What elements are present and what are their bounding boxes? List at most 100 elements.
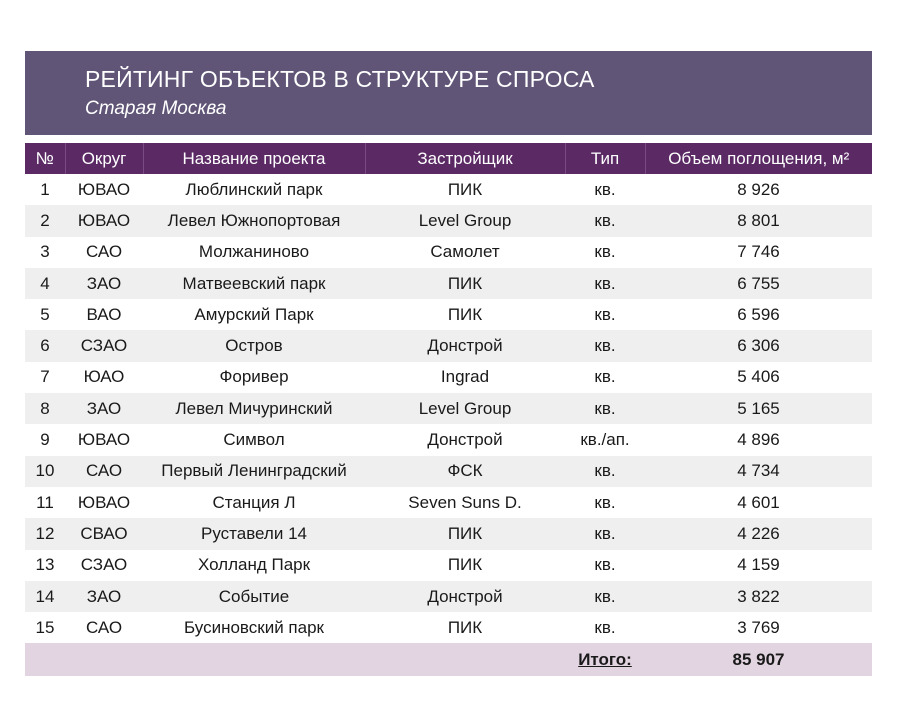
cell-number: 1 — [40, 179, 50, 199]
cell-district: САО — [85, 461, 123, 481]
cell-developer: Seven Suns D. — [408, 492, 522, 512]
cell-district: ЮВАО — [77, 430, 131, 450]
cell-volume: 8 801 — [737, 210, 780, 230]
column-header-number: № — [35, 148, 54, 168]
cell-project: Событие — [218, 586, 290, 606]
total-label: Итого: — [578, 649, 632, 669]
cell-developer: ПИК — [447, 555, 483, 575]
cell-number: 6 — [40, 336, 50, 356]
cell-volume: 4 734 — [737, 461, 780, 481]
cell-project: Форивер — [219, 367, 289, 387]
cell-developer: Самолет — [430, 242, 500, 262]
cell-type: кв. — [594, 336, 616, 356]
column-header-volume: Объем поглощения, м² — [644, 143, 872, 174]
cell-number: 15 — [35, 617, 55, 637]
cell-district: ЗАО — [86, 273, 122, 293]
table-row: 5 ВАО Амурский Парк ПИК кв. 6 596 — [25, 299, 872, 330]
cell-developer: Донстрой — [427, 336, 503, 356]
cell-developer: Level Group — [418, 210, 512, 230]
page-subtitle: Старая Москва — [85, 98, 227, 119]
cell-number: 8 — [40, 398, 50, 418]
column-header-project: Название проекта — [142, 143, 365, 174]
cell-type: кв. — [594, 461, 616, 481]
cell-developer: Level Group — [418, 398, 512, 418]
cell-number: 9 — [40, 430, 50, 450]
table-row: 8 ЗАО Левел Мичуринский Level Group кв. 5 165 — [25, 393, 872, 425]
cell-volume: 4 226 — [737, 523, 780, 543]
total-value: 85 907 — [732, 649, 785, 669]
cell-project: Люблинский парк — [185, 179, 323, 199]
cell-number: 2 — [40, 210, 50, 230]
cell-project: Молжаниново — [198, 242, 310, 262]
cell-developer: Ingrad — [440, 367, 490, 387]
table-row: 12 СВАО Руставели 14 ПИК кв. 4 226 — [25, 518, 872, 550]
cell-volume: 6 306 — [737, 336, 780, 356]
cell-district: ЗАО — [86, 586, 122, 606]
cell-type: кв. — [594, 242, 616, 262]
cell-type: кв. — [594, 555, 616, 575]
cell-project: Остров — [225, 336, 283, 356]
cell-project: Символ — [223, 430, 285, 450]
cell-type: кв. — [594, 179, 616, 199]
cell-district: ЮАО — [83, 367, 125, 387]
cell-volume: 6 596 — [737, 304, 780, 324]
total-spacer — [25, 643, 565, 676]
table-row: 1 ЮВАО Люблинский парк ПИК кв. 8 926 — [25, 174, 872, 205]
cell-number: 14 — [35, 586, 55, 606]
cell-district: САО — [85, 242, 123, 262]
cell-volume: 8 926 — [737, 179, 780, 199]
table-row: 14 ЗАО Событие Донстрой кв. 3 822 — [25, 580, 872, 613]
cell-volume: 3 769 — [737, 617, 780, 637]
cell-developer: ПИК — [447, 617, 483, 637]
column-header-district: Округ — [64, 143, 143, 174]
cell-project: Левел Южнопортовая — [167, 210, 341, 230]
cell-project: Левел Мичуринский — [175, 398, 333, 418]
table-row: 2 ЮВАО Левел Южнопортовая Level Group кв. 8 8… — [25, 205, 872, 237]
cell-volume: 6 755 — [737, 273, 780, 293]
title-banner: РЕЙТИНГ ОБЪЕКТОВ В СТРУКТУРЕ СПРОСА Стар… — [25, 51, 872, 135]
table-body: 1 ЮВАО Люблинский парк ПИК кв. 8 926 2 ЮВАО Леве… — [25, 174, 872, 643]
cell-project: Руставели 14 — [201, 523, 307, 543]
cell-type: кв. — [594, 210, 616, 230]
cell-district: СЗАО — [80, 555, 128, 575]
cell-type: кв. — [594, 398, 616, 418]
cell-project: Бусиновский парк — [184, 617, 324, 637]
cell-project: Первый Ленинградский — [161, 461, 347, 481]
table-row: 9 ЮВАО Символ Донстрой кв./ап. 4 896 — [25, 424, 872, 455]
cell-type: кв. — [594, 367, 616, 387]
table-header-row: № Округ Название проекта Застройщик Тип … — [25, 143, 872, 174]
cell-district: ЮВАО — [77, 492, 131, 512]
cell-developer: ПИК — [447, 273, 483, 293]
table-row: 15 САО Бусиновский парк ПИК кв. 3 769 — [25, 612, 872, 643]
cell-project: Матвеевский парк — [182, 273, 326, 293]
cell-type: кв. — [594, 304, 616, 324]
table-row: 3 САО Молжаниново Самолет кв. 7 746 — [25, 237, 872, 268]
cell-developer: ПИК — [447, 523, 483, 543]
cell-developer: ФСК — [447, 461, 483, 481]
cell-district: ЮВАО — [77, 179, 131, 199]
cell-district: ВАО — [86, 304, 122, 324]
cell-number: 3 — [40, 242, 50, 262]
cell-developer: ПИК — [447, 179, 483, 199]
table-row: 7 ЮАО Форивер Ingrad кв. 5 406 — [25, 362, 872, 393]
cell-district: СЗАО — [80, 336, 128, 356]
column-header-developer: Застройщик — [364, 143, 565, 174]
cell-volume: 5 406 — [737, 367, 780, 387]
cell-type: кв. — [594, 523, 616, 543]
column-header-type: Тип — [564, 143, 645, 174]
cell-district: ЗАО — [86, 398, 122, 418]
cell-project: Станция Л — [212, 492, 296, 512]
cell-volume: 3 822 — [737, 586, 780, 606]
table-row: 4 ЗАО Матвеевский парк ПИК кв. 6 755 — [25, 267, 872, 300]
cell-volume: 4 896 — [737, 430, 780, 450]
cell-number: 13 — [35, 555, 55, 575]
cell-number: 12 — [35, 523, 55, 543]
cell-number: 11 — [36, 492, 54, 512]
cell-number: 10 — [35, 461, 55, 481]
table-row: 13 СЗАО Холланд Парк ПИК кв. 4 159 — [25, 550, 872, 581]
cell-developer: Донстрой — [427, 430, 503, 450]
cell-volume: 7 746 — [737, 242, 780, 262]
cell-volume: 4 601 — [737, 492, 780, 512]
table-row: 6 СЗАО Остров Донстрой кв. 6 306 — [25, 330, 872, 362]
cell-project: Холланд Парк — [197, 555, 311, 575]
